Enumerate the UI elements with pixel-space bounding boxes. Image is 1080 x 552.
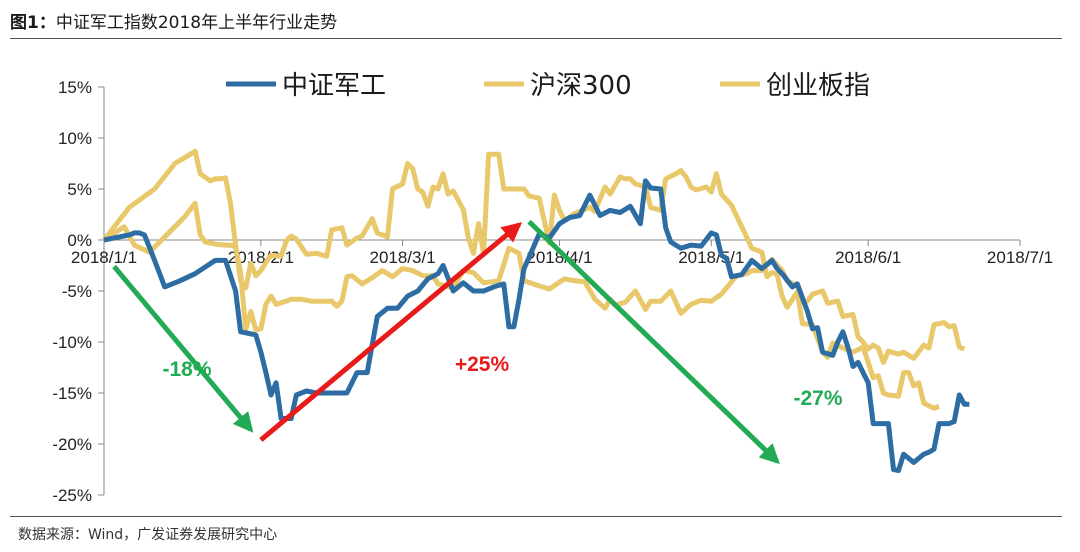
legend-label: 沪深300 <box>530 71 632 101</box>
figure-label: 图1： <box>10 13 56 33</box>
annotation-layer: -18% +25% -27% <box>112 219 843 465</box>
y-tick-label: -25% <box>52 486 92 505</box>
legend-label: 中证军工 <box>282 71 386 101</box>
x-tick-label: 2018/7/1 <box>987 248 1053 267</box>
x-tick-label: 2018/6/1 <box>835 248 901 267</box>
y-tick-label: -15% <box>52 384 92 403</box>
trend-label: -27% <box>793 387 842 410</box>
series-layer <box>102 148 970 473</box>
x-tick-label: 2018/5/1 <box>678 248 744 267</box>
x-tick-label: 2018/4/1 <box>526 248 592 267</box>
trend-arrow <box>112 264 254 433</box>
bottom-rule <box>10 516 1062 517</box>
trend-arrow <box>259 222 523 442</box>
figure-title: 图1：中证军工指数2018年上半年行业走势 <box>10 8 337 33</box>
y-tick-label: -5% <box>62 282 92 301</box>
y-tick-label: 0% <box>67 231 92 250</box>
y-tick-label: -10% <box>52 333 92 352</box>
y-tick-label: 5% <box>67 180 92 199</box>
x-axis: 2018/1/1 2018/2/1 2018/3/1 2018/4/1 2018/5/1… <box>71 239 1053 267</box>
x-tick-label: 2018/1/1 <box>71 248 137 267</box>
series-line-0 <box>103 178 970 473</box>
legend-label: 创业板指 <box>766 71 870 101</box>
y-tick-label: 10% <box>58 129 92 148</box>
x-tick-label: 2018/3/1 <box>369 248 435 267</box>
trend-arrow <box>527 219 780 465</box>
figure-title-text: 中证军工指数2018年上半年行业走势 <box>55 13 338 33</box>
y-axis: 15% 10% 5% 0% -5% -10% -15% -20% -25% <box>52 78 105 505</box>
legend: 中证军工 沪深300 创业板指 <box>226 71 870 101</box>
trend-label: -18% <box>162 358 211 381</box>
x-tick-label: 2018/2/1 <box>228 248 294 267</box>
top-rule <box>10 38 1062 39</box>
series-line-2 <box>102 200 966 365</box>
y-tick-label: -20% <box>52 435 92 454</box>
trend-label: +25% <box>455 353 510 376</box>
data-source: 数据来源：Wind，广发证券发展研究中心 <box>18 527 278 543</box>
y-tick-label: 15% <box>58 78 92 97</box>
